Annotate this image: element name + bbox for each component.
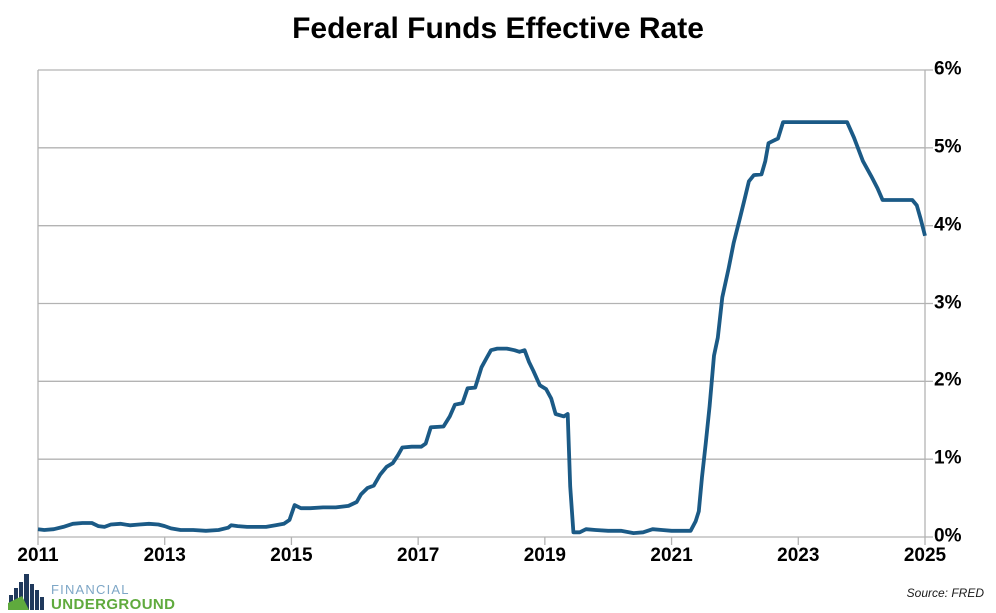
- building-bar: [30, 584, 34, 610]
- ffr-line-series: [37, 120, 927, 535]
- logo-text-underground: UNDERGROUND: [51, 596, 176, 613]
- building-bar: [24, 574, 29, 610]
- logo-hill: [8, 596, 29, 610]
- y-axis-label: 5%: [934, 136, 962, 158]
- x-axis-label: 2023: [777, 545, 820, 566]
- building-bar: [35, 590, 39, 610]
- x-axis-label: 2025: [903, 545, 947, 566]
- building-bar: [40, 597, 44, 610]
- source-note: Source: FRED: [906, 586, 984, 600]
- y-axis-label: 0%: [934, 525, 962, 547]
- y-axis-label: 3%: [934, 292, 962, 314]
- financial-underground-logo: FINANCIAL UNDERGROUND: [8, 572, 175, 612]
- x-axis-label: 2017: [397, 545, 440, 566]
- skyline-icon: [8, 574, 44, 610]
- x-axis-label: 2021: [650, 545, 693, 566]
- x-axis-label: 2019: [523, 545, 566, 566]
- x-axis-label: 2013: [143, 545, 186, 566]
- y-axis-label: 2%: [934, 369, 962, 391]
- logo-text: FINANCIAL UNDERGROUND: [51, 583, 175, 612]
- y-axis-label: 6%: [934, 58, 962, 80]
- x-axis-label: 2015: [270, 545, 313, 566]
- logo-text-financial: FINANCIAL: [51, 582, 130, 597]
- y-axis-label: 4%: [934, 214, 962, 236]
- chart-title: Federal Funds Effective Rate: [292, 12, 704, 45]
- y-axis-label: 1%: [934, 447, 962, 469]
- x-axis-label: 2011: [17, 545, 59, 566]
- building-bar: [19, 582, 23, 610]
